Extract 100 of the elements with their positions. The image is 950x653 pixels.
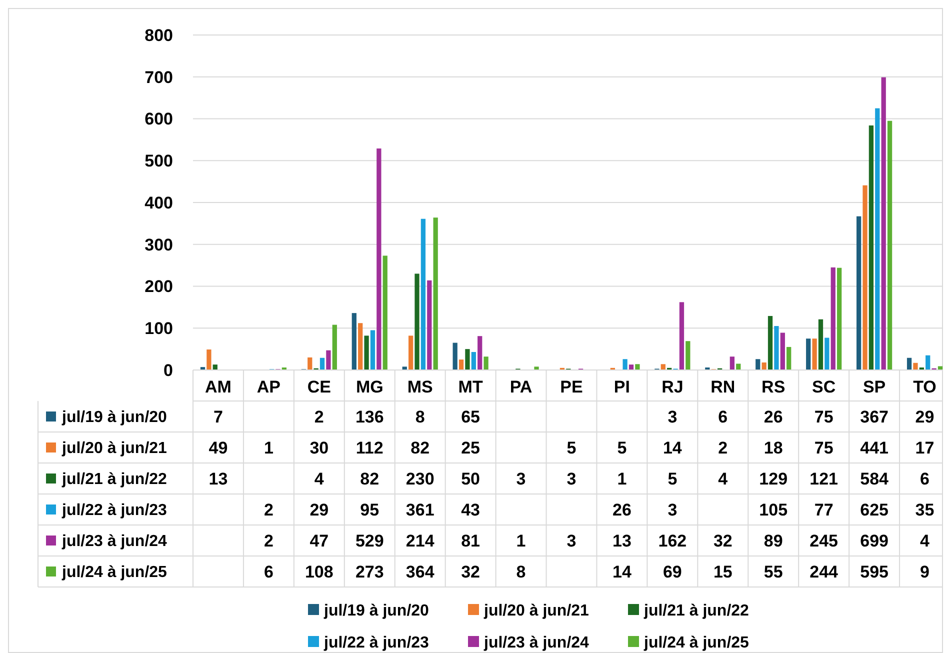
data-label: 1 bbox=[617, 469, 627, 488]
data-label: 214 bbox=[406, 531, 435, 550]
y-tick-label: 0 bbox=[164, 360, 173, 380]
data-label: 26 bbox=[612, 500, 632, 520]
y-tick-label: 500 bbox=[144, 152, 173, 171]
y-tick-label: 300 bbox=[144, 235, 173, 254]
data-label: 162 bbox=[658, 531, 687, 550]
data-label: 47 bbox=[310, 531, 329, 550]
x-tick-label: RN bbox=[710, 377, 736, 396]
data-label: 35 bbox=[915, 500, 934, 520]
data-label: 26 bbox=[764, 407, 783, 426]
data-label: 75 bbox=[814, 438, 834, 458]
data-label: 30 bbox=[310, 438, 329, 458]
x-tick-label: PA bbox=[510, 377, 532, 396]
data-label: 82 bbox=[360, 469, 380, 488]
x-tick-label: RS bbox=[762, 377, 786, 396]
data-label: 2 bbox=[314, 407, 324, 426]
text: jul/23 à jun/24 bbox=[484, 634, 589, 652]
x-tick-label: TO bbox=[913, 377, 936, 396]
y-tick-label: 800 bbox=[144, 26, 173, 45]
data-label: 2 bbox=[264, 531, 274, 550]
data-label: 14 bbox=[662, 438, 682, 458]
data-label: 625 bbox=[860, 500, 888, 520]
data-label: 364 bbox=[406, 562, 435, 582]
legend-label: jul/20 à jun/21 bbox=[61, 440, 168, 458]
x-tick-label: PE bbox=[560, 377, 583, 396]
data-label: 129 bbox=[759, 469, 788, 488]
text: jul/22 à jun/23 bbox=[324, 634, 429, 652]
data-label: 121 bbox=[810, 469, 838, 488]
data-label: 89 bbox=[764, 531, 783, 550]
data-label: 230 bbox=[406, 469, 434, 488]
data-label: 75 bbox=[814, 407, 834, 426]
data-label: 32 bbox=[461, 562, 480, 582]
data-label: 29 bbox=[915, 407, 934, 426]
legend-label: jul/23 à jun/24 bbox=[61, 533, 168, 550]
data-label: 108 bbox=[304, 562, 334, 582]
data-label: 245 bbox=[810, 531, 838, 550]
y-tick-label: 600 bbox=[144, 110, 173, 129]
x-tick-label: MG bbox=[356, 377, 384, 396]
x-tick-label: AM bbox=[205, 377, 232, 396]
legend-label: jul/21 à jun/22 bbox=[61, 471, 168, 488]
data-label: 3 bbox=[566, 469, 576, 488]
data-label: 17 bbox=[915, 438, 934, 458]
data-label: 14 bbox=[612, 562, 632, 582]
data-label: 4 bbox=[718, 469, 728, 488]
data-label: 595 bbox=[860, 562, 888, 582]
data-label: 3 bbox=[566, 531, 576, 550]
y-tick-label: 100 bbox=[144, 319, 173, 338]
x-tick-label: SP bbox=[862, 377, 886, 396]
data-label: 81 bbox=[461, 531, 480, 550]
data-label: 50 bbox=[461, 469, 480, 488]
data-label: 7 bbox=[214, 407, 223, 426]
x-tick-label: RJ bbox=[662, 377, 684, 396]
data-label: 13 bbox=[208, 469, 228, 488]
data-label: 361 bbox=[406, 500, 434, 520]
data-label: 273 bbox=[355, 562, 384, 582]
legend-label: jul/19 à jun/20 bbox=[61, 409, 168, 426]
data-label: 8 bbox=[516, 562, 526, 582]
text: jul/21 à jun/22 bbox=[644, 602, 749, 620]
y-tick-label: 200 bbox=[144, 277, 173, 296]
y-tick-label: 400 bbox=[144, 193, 173, 212]
data-label: 29 bbox=[310, 500, 329, 520]
data-label: 1 bbox=[264, 438, 274, 458]
data-label: 3 bbox=[668, 500, 678, 520]
x-tick-label: PI bbox=[614, 377, 630, 396]
data-label: 4 bbox=[314, 469, 324, 488]
x-tick-label: MT bbox=[458, 377, 484, 396]
data-label: 1 bbox=[516, 531, 526, 550]
data-label: 18 bbox=[764, 438, 783, 458]
y-tick-label: 700 bbox=[144, 68, 173, 87]
data-label: 3 bbox=[516, 469, 526, 488]
legend-label: jul/22 à jun/23 bbox=[61, 502, 168, 520]
text: jul/24 à jun/25 bbox=[644, 634, 749, 652]
data-label: 82 bbox=[410, 438, 430, 458]
data-label: 5 bbox=[566, 438, 576, 458]
data-label: 3 bbox=[668, 407, 678, 426]
data-label: 25 bbox=[461, 438, 480, 458]
data-label: 32 bbox=[713, 531, 732, 550]
data-label: 136 bbox=[355, 407, 384, 426]
data-label: 13 bbox=[612, 531, 632, 550]
data-label: 77 bbox=[814, 500, 834, 520]
data-label: 69 bbox=[662, 562, 682, 582]
x-tick-label: MS bbox=[407, 377, 433, 396]
data-label: 65 bbox=[461, 407, 480, 426]
data-label: 5 bbox=[617, 438, 627, 458]
legend-label: jul/24 à jun/25 bbox=[61, 564, 168, 582]
data-label: 699 bbox=[860, 531, 888, 550]
text: jul/19 à jun/20 bbox=[324, 602, 429, 620]
data-label: 2 bbox=[264, 500, 274, 520]
x-tick-label: SC bbox=[812, 377, 836, 396]
x-tick-label: AP bbox=[256, 377, 281, 396]
x-tick-label: CE bbox=[307, 377, 331, 396]
data-label: 441 bbox=[860, 438, 888, 458]
data-label: 584 bbox=[860, 469, 890, 488]
data-label: 49 bbox=[208, 438, 228, 458]
data-label: 5 bbox=[668, 469, 678, 488]
data-label: 6 bbox=[264, 562, 274, 582]
data-label: 112 bbox=[356, 438, 384, 458]
data-label: 2 bbox=[718, 438, 728, 458]
data-label: 6 bbox=[920, 469, 930, 488]
